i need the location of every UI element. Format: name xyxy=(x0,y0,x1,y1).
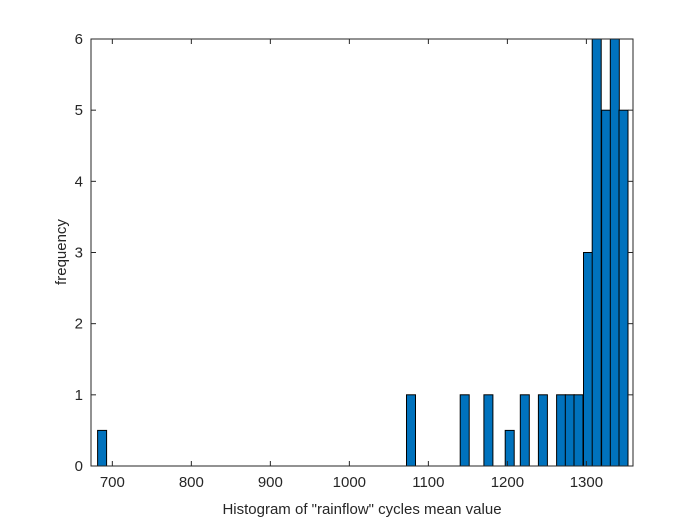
histogram-bar xyxy=(537,394,548,467)
histogram-bars xyxy=(97,38,629,467)
histogram-bar xyxy=(609,38,620,467)
x-axis-label: Histogram of "rainflow" cycles mean valu… xyxy=(222,501,501,518)
histogram-bar xyxy=(519,394,530,467)
histogram-bar xyxy=(618,109,629,467)
y-tick-label: 2 xyxy=(75,316,83,333)
x-tick-label: 1100 xyxy=(412,474,444,491)
x-axis-ticks: 700 800 900 1000 1100 1200 1300 xyxy=(100,39,603,491)
histogram-bar xyxy=(459,394,470,467)
x-tick-label: 700 xyxy=(100,474,125,491)
y-tick-label: 1 xyxy=(75,387,83,404)
y-tick-label: 6 xyxy=(75,31,83,48)
x-tick-label: 1000 xyxy=(333,474,366,491)
y-tick-label: 0 xyxy=(75,458,83,475)
histogram-bar xyxy=(583,252,593,467)
histogram-bar xyxy=(97,429,108,467)
histogram-bar xyxy=(564,394,575,467)
y-tick-label: 3 xyxy=(75,245,83,262)
x-tick-label: 1200 xyxy=(491,474,524,491)
axes-box xyxy=(90,38,634,467)
histogram-bar xyxy=(483,394,494,467)
y-axis-ticks: 0 1 2 3 4 5 6 xyxy=(75,31,633,475)
y-tick-label: 5 xyxy=(75,102,83,119)
histogram-bar xyxy=(601,109,612,467)
histogram-bar xyxy=(591,38,602,467)
histogram-bar xyxy=(504,429,515,467)
y-tick-label: 4 xyxy=(75,173,83,190)
histogram-bar xyxy=(406,394,416,467)
x-tick-label: 1300 xyxy=(570,474,603,491)
histogram-bar xyxy=(573,394,584,467)
x-tick-label: 900 xyxy=(258,474,283,491)
y-axis-label: frequency xyxy=(53,219,70,285)
histogram-bar xyxy=(556,394,567,467)
x-tick-label: 800 xyxy=(179,474,204,491)
